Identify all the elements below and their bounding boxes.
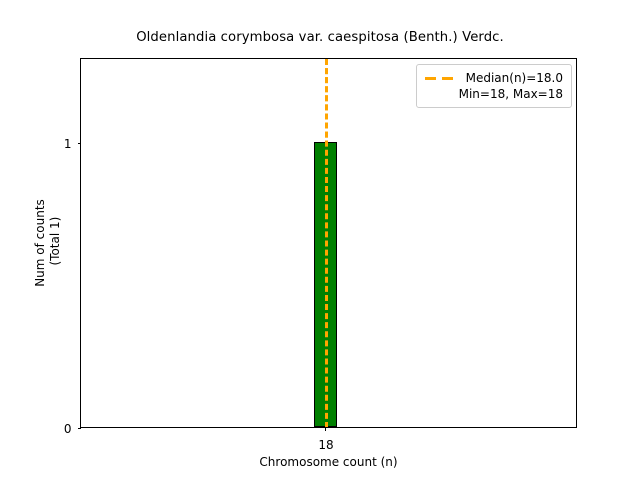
legend-label-median: Median(n)=18.0 — [465, 71, 563, 85]
ytick-label-1: 1 — [63, 137, 72, 151]
plot-area — [81, 59, 576, 427]
y-axis-label-line2: (Total 1) — [48, 216, 62, 270]
legend-entry-median: Median(n)=18.0 — [424, 71, 563, 85]
y-axis-label-line1: Num of counts — [33, 199, 47, 287]
xtick-mark-18: 18 — [318, 427, 334, 452]
ytick-mark-1: 1 — [64, 137, 81, 151]
y-axis-label-text: Num of counts (Total 1) — [33, 199, 63, 287]
ytick-mark-0: 0 — [64, 422, 81, 436]
median-line-overlay — [325, 59, 328, 427]
dashed-line-icon — [424, 72, 458, 84]
chart-title: Oldenlandia corymbosa var. caespitosa (B… — [136, 30, 504, 45]
x-axis-label: Chromosome count (n) — [259, 455, 398, 469]
legend-label-minmax: Min=18, Max=18 — [458, 87, 563, 101]
ytick-label-0: 0 — [63, 422, 72, 436]
plot-axes: 0 1 18 Median(n)=18.0 Min=18, Max=18 — [64, 58, 577, 452]
y-axis-label: Num of counts (Total 1) — [30, 58, 66, 428]
legend: Median(n)=18.0 Min=18, Max=18 — [415, 64, 572, 108]
xtick-label-18: 18 — [318, 437, 334, 452]
